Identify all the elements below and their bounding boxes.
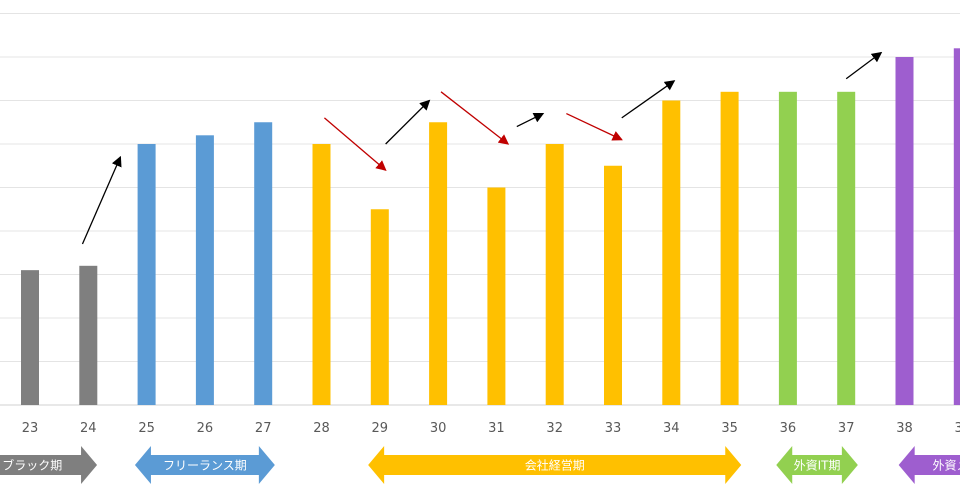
x-tick-37: 37 <box>838 421 855 436</box>
up-trend-arrow <box>516 112 545 128</box>
period-arrow-0 <box>0 446 98 484</box>
x-tick-34: 34 <box>663 421 680 436</box>
bar-23 <box>21 270 39 405</box>
bar-34 <box>662 100 681 405</box>
bar-31 <box>487 187 506 405</box>
x-tick-35: 35 <box>721 421 738 436</box>
period-label: 会社経営期 <box>525 458 585 473</box>
x-tick-32: 32 <box>546 421 563 436</box>
bar-33 <box>604 165 622 405</box>
x-tick-23: 23 <box>22 421 39 436</box>
bar-32 <box>545 144 564 405</box>
x-tick-33: 33 <box>605 421 622 436</box>
x-tick-38: 38 <box>896 421 913 436</box>
x-tick-labels: 23 24 25 26 27 28 29 30 31 32 33 34 35 36 37 38 39 <box>22 421 960 436</box>
down-trend-arrow <box>323 117 387 171</box>
up-trend-arrow <box>81 155 122 245</box>
bar-36 <box>778 91 797 406</box>
period-label: 外資IT期 <box>794 459 841 473</box>
period-label: ブラック期 <box>2 458 62 473</box>
bar-29 <box>370 209 389 405</box>
bar-24 <box>79 265 98 405</box>
bar-28 <box>312 144 331 405</box>
period-arrow-2 <box>368 446 742 484</box>
x-tick-25: 25 <box>138 421 155 436</box>
bar-30 <box>429 122 448 405</box>
period-label: フリーランス期 <box>163 459 247 473</box>
bar-26 <box>195 135 214 406</box>
x-tick-29: 29 <box>372 421 389 436</box>
bar-35 <box>720 91 739 406</box>
period-arrow-3 <box>776 446 858 484</box>
period-label: 外資メーカー期 <box>932 459 960 473</box>
up-trend-arrow <box>845 51 883 80</box>
x-tick-28: 28 <box>313 421 330 436</box>
trend-arrows <box>81 51 883 245</box>
x-tick-27: 27 <box>255 421 272 436</box>
bar-39 <box>953 48 960 406</box>
period-arrow-4 <box>898 446 960 484</box>
x-tick-30: 30 <box>430 421 447 436</box>
up-trend-arrow <box>621 80 676 119</box>
bar-38 <box>895 57 914 405</box>
period-bands: ブラック期 フリーランス期 会社経営期 外資IT期 外資メーカー期 <box>0 446 960 484</box>
period-arrow-1 <box>134 446 275 484</box>
x-tick-24: 24 <box>80 421 97 436</box>
x-tick-36: 36 <box>780 421 797 436</box>
down-trend-arrow <box>440 91 510 145</box>
bar-27 <box>254 122 273 405</box>
bars <box>21 48 960 406</box>
x-tick-39: 39 <box>955 421 960 436</box>
down-trend-arrow <box>566 112 623 141</box>
bar-37 <box>837 91 856 406</box>
x-tick-26: 26 <box>197 421 214 436</box>
up-trend-arrow <box>385 99 431 145</box>
x-tick-31: 31 <box>488 421 505 436</box>
gridlines <box>0 13 960 406</box>
bar-25 <box>137 144 156 405</box>
